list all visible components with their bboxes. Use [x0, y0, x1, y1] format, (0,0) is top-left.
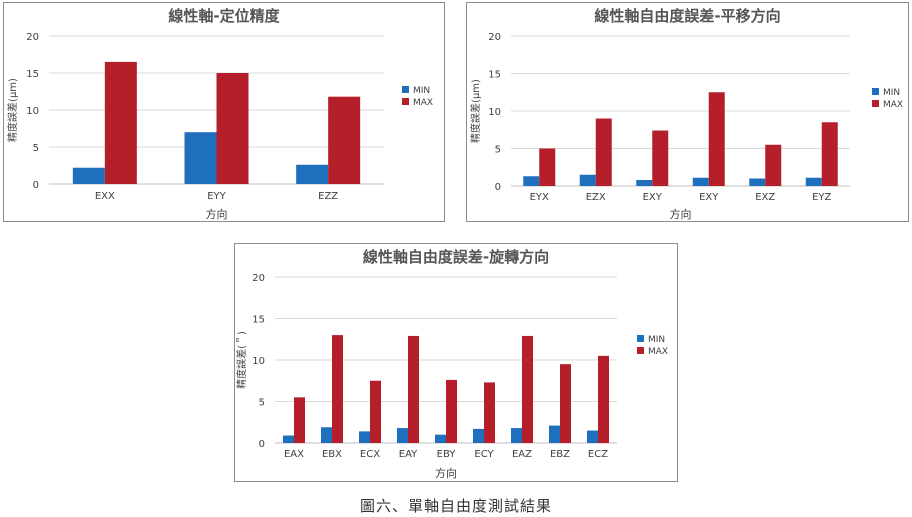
bar-max-eax	[294, 397, 305, 443]
bar-min-ecy	[473, 428, 484, 443]
y-tick-label: 10	[252, 356, 265, 367]
x-tick-label: EYY	[207, 191, 226, 202]
y-axis-label: 精度誤差(＂)	[235, 331, 248, 389]
y-tick-label: 20	[252, 273, 265, 284]
bar-min-exy	[636, 180, 653, 186]
x-tick-label: EXY	[643, 192, 663, 203]
bar-max-eaz	[522, 335, 533, 443]
legend-swatch-min	[637, 335, 644, 342]
legend-label-min: MIN	[883, 88, 900, 98]
bar-min-ecz	[587, 430, 598, 443]
chart-title: 線性軸自由度誤差-平移方向	[594, 7, 780, 25]
bar-max-eyy	[216, 73, 249, 184]
x-axis-label: 方向	[670, 207, 692, 221]
x-tick-label: EAY	[399, 449, 418, 460]
legend-swatch-max	[402, 98, 409, 105]
chart-title: 線性軸-定位精度	[168, 7, 280, 25]
legend-label-min: MIN	[648, 335, 665, 345]
legend-label-max: MAX	[883, 100, 903, 110]
x-tick-label: EAZ	[512, 449, 532, 460]
x-tick-label: EBY	[437, 449, 457, 460]
bar-min-exx	[72, 167, 105, 184]
x-tick-label: EBZ	[550, 449, 570, 460]
bar-max-ezz	[328, 96, 361, 184]
y-tick-label: 15	[252, 315, 265, 326]
bar-max-eby	[446, 379, 457, 443]
chart-title: 線性軸自由度誤差-旋轉方向	[363, 248, 549, 266]
y-axis-label: 精度誤差(µm)	[469, 79, 482, 143]
y-tick-label: 5	[33, 143, 39, 154]
bar-min-ecx	[359, 431, 370, 443]
bar-min-eyz	[805, 177, 822, 186]
x-tick-label: EZZ	[318, 191, 338, 202]
x-tick-label: EAX	[284, 449, 304, 460]
bar-max-exy	[652, 130, 669, 186]
legend-swatch-min	[402, 86, 409, 93]
x-tick-label: ECX	[360, 449, 380, 460]
bar-max-exy	[708, 92, 725, 186]
x-tick-label: EYX	[530, 192, 549, 203]
x-tick-label: EYZ	[812, 192, 831, 203]
bar-max-ecx	[370, 380, 381, 443]
chart-panel-positioning: 線性軸-定位精度 0 5 10 15 20 EXX EYY EZZ 方向 精度誤差(µm) MIN MA…	[3, 2, 445, 222]
bar-max-ezx	[595, 118, 612, 186]
x-tick-label: EZX	[586, 192, 606, 203]
bar-max-exx	[104, 61, 137, 184]
y-tick-label: 0	[495, 182, 501, 193]
x-tick-label: ECY	[474, 449, 494, 460]
bar-min-ebx	[321, 427, 332, 443]
x-tick-label: EXX	[95, 191, 115, 202]
bar-max-ebz	[560, 364, 571, 443]
x-tick-label: EXZ	[755, 192, 775, 203]
bar-min-eyy	[184, 132, 217, 184]
chart-panel-rotation: 線性軸自由度誤差-旋轉方向 0 5 10 15 20 EAX EBX ECX EAY EBY ECY E…	[234, 243, 678, 482]
y-tick-label: 0	[33, 180, 39, 191]
y-axis-label: 精度誤差(µm)	[6, 78, 19, 142]
bar-min-eax	[283, 435, 294, 443]
bar-max-eyx	[539, 148, 556, 186]
y-tick-label: 10	[26, 106, 39, 117]
chart-positioning-accuracy: 線性軸-定位精度 0 5 10 15 20 EXX EYY EZZ 方向 精度誤差(µm) MIN MA…	[6, 7, 433, 221]
x-tick-label: EBX	[322, 449, 342, 460]
x-axis-label: 方向	[435, 466, 457, 480]
y-tick-label: 15	[26, 69, 39, 80]
bar-max-ecy	[484, 382, 495, 443]
x-tick-label: EXY	[699, 192, 719, 203]
chart-panel-translation: 線性軸自由度誤差-平移方向 0 5 10 15 20 EYX EZX EXY EXY EXZ EYZ 方…	[466, 2, 909, 222]
bar-max-ebx	[332, 335, 343, 443]
y-tick-label: 10	[488, 107, 501, 118]
bar-min-ezz	[296, 164, 329, 184]
bar-min-eay	[397, 428, 408, 443]
bar-max-eyz	[821, 122, 838, 186]
bar-min-exz	[749, 178, 766, 186]
chart-translation-error: 線性軸自由度誤差-平移方向 0 5 10 15 20 EYX EZX EXY EXY EXZ EYZ 方…	[469, 7, 903, 221]
chart-rotation-error: 線性軸自由度誤差-旋轉方向 0 5 10 15 20 EAX EBX ECX EAY EBY ECY E…	[235, 248, 668, 480]
legend-swatch-min	[872, 88, 879, 95]
bar-max-exz	[765, 144, 782, 186]
y-tick-label: 20	[488, 32, 501, 43]
bar-max-eay	[408, 335, 419, 443]
y-tick-label: 20	[26, 32, 39, 43]
bar-min-eyx	[523, 176, 540, 186]
bar-min-ezx	[579, 174, 596, 186]
legend-label-min: MIN	[413, 86, 430, 96]
y-tick-label: 0	[259, 439, 265, 450]
y-tick-label: 5	[259, 398, 265, 409]
legend-swatch-max	[872, 100, 879, 107]
bar-min-ebz	[549, 425, 560, 443]
legend-swatch-max	[637, 347, 644, 354]
legend-label-max: MAX	[413, 98, 433, 108]
bar-max-ecz	[598, 355, 609, 443]
y-tick-label: 15	[488, 70, 501, 81]
y-tick-label: 5	[495, 145, 501, 156]
bar-min-eaz	[511, 428, 522, 443]
x-tick-label: ECZ	[588, 449, 608, 460]
bar-min-eby	[435, 434, 446, 443]
x-axis-label: 方向	[206, 207, 228, 221]
figure-caption: 圖六、單軸自由度測試結果	[359, 497, 552, 515]
legend-label-max: MAX	[648, 347, 668, 357]
bar-min-exy	[692, 177, 709, 186]
